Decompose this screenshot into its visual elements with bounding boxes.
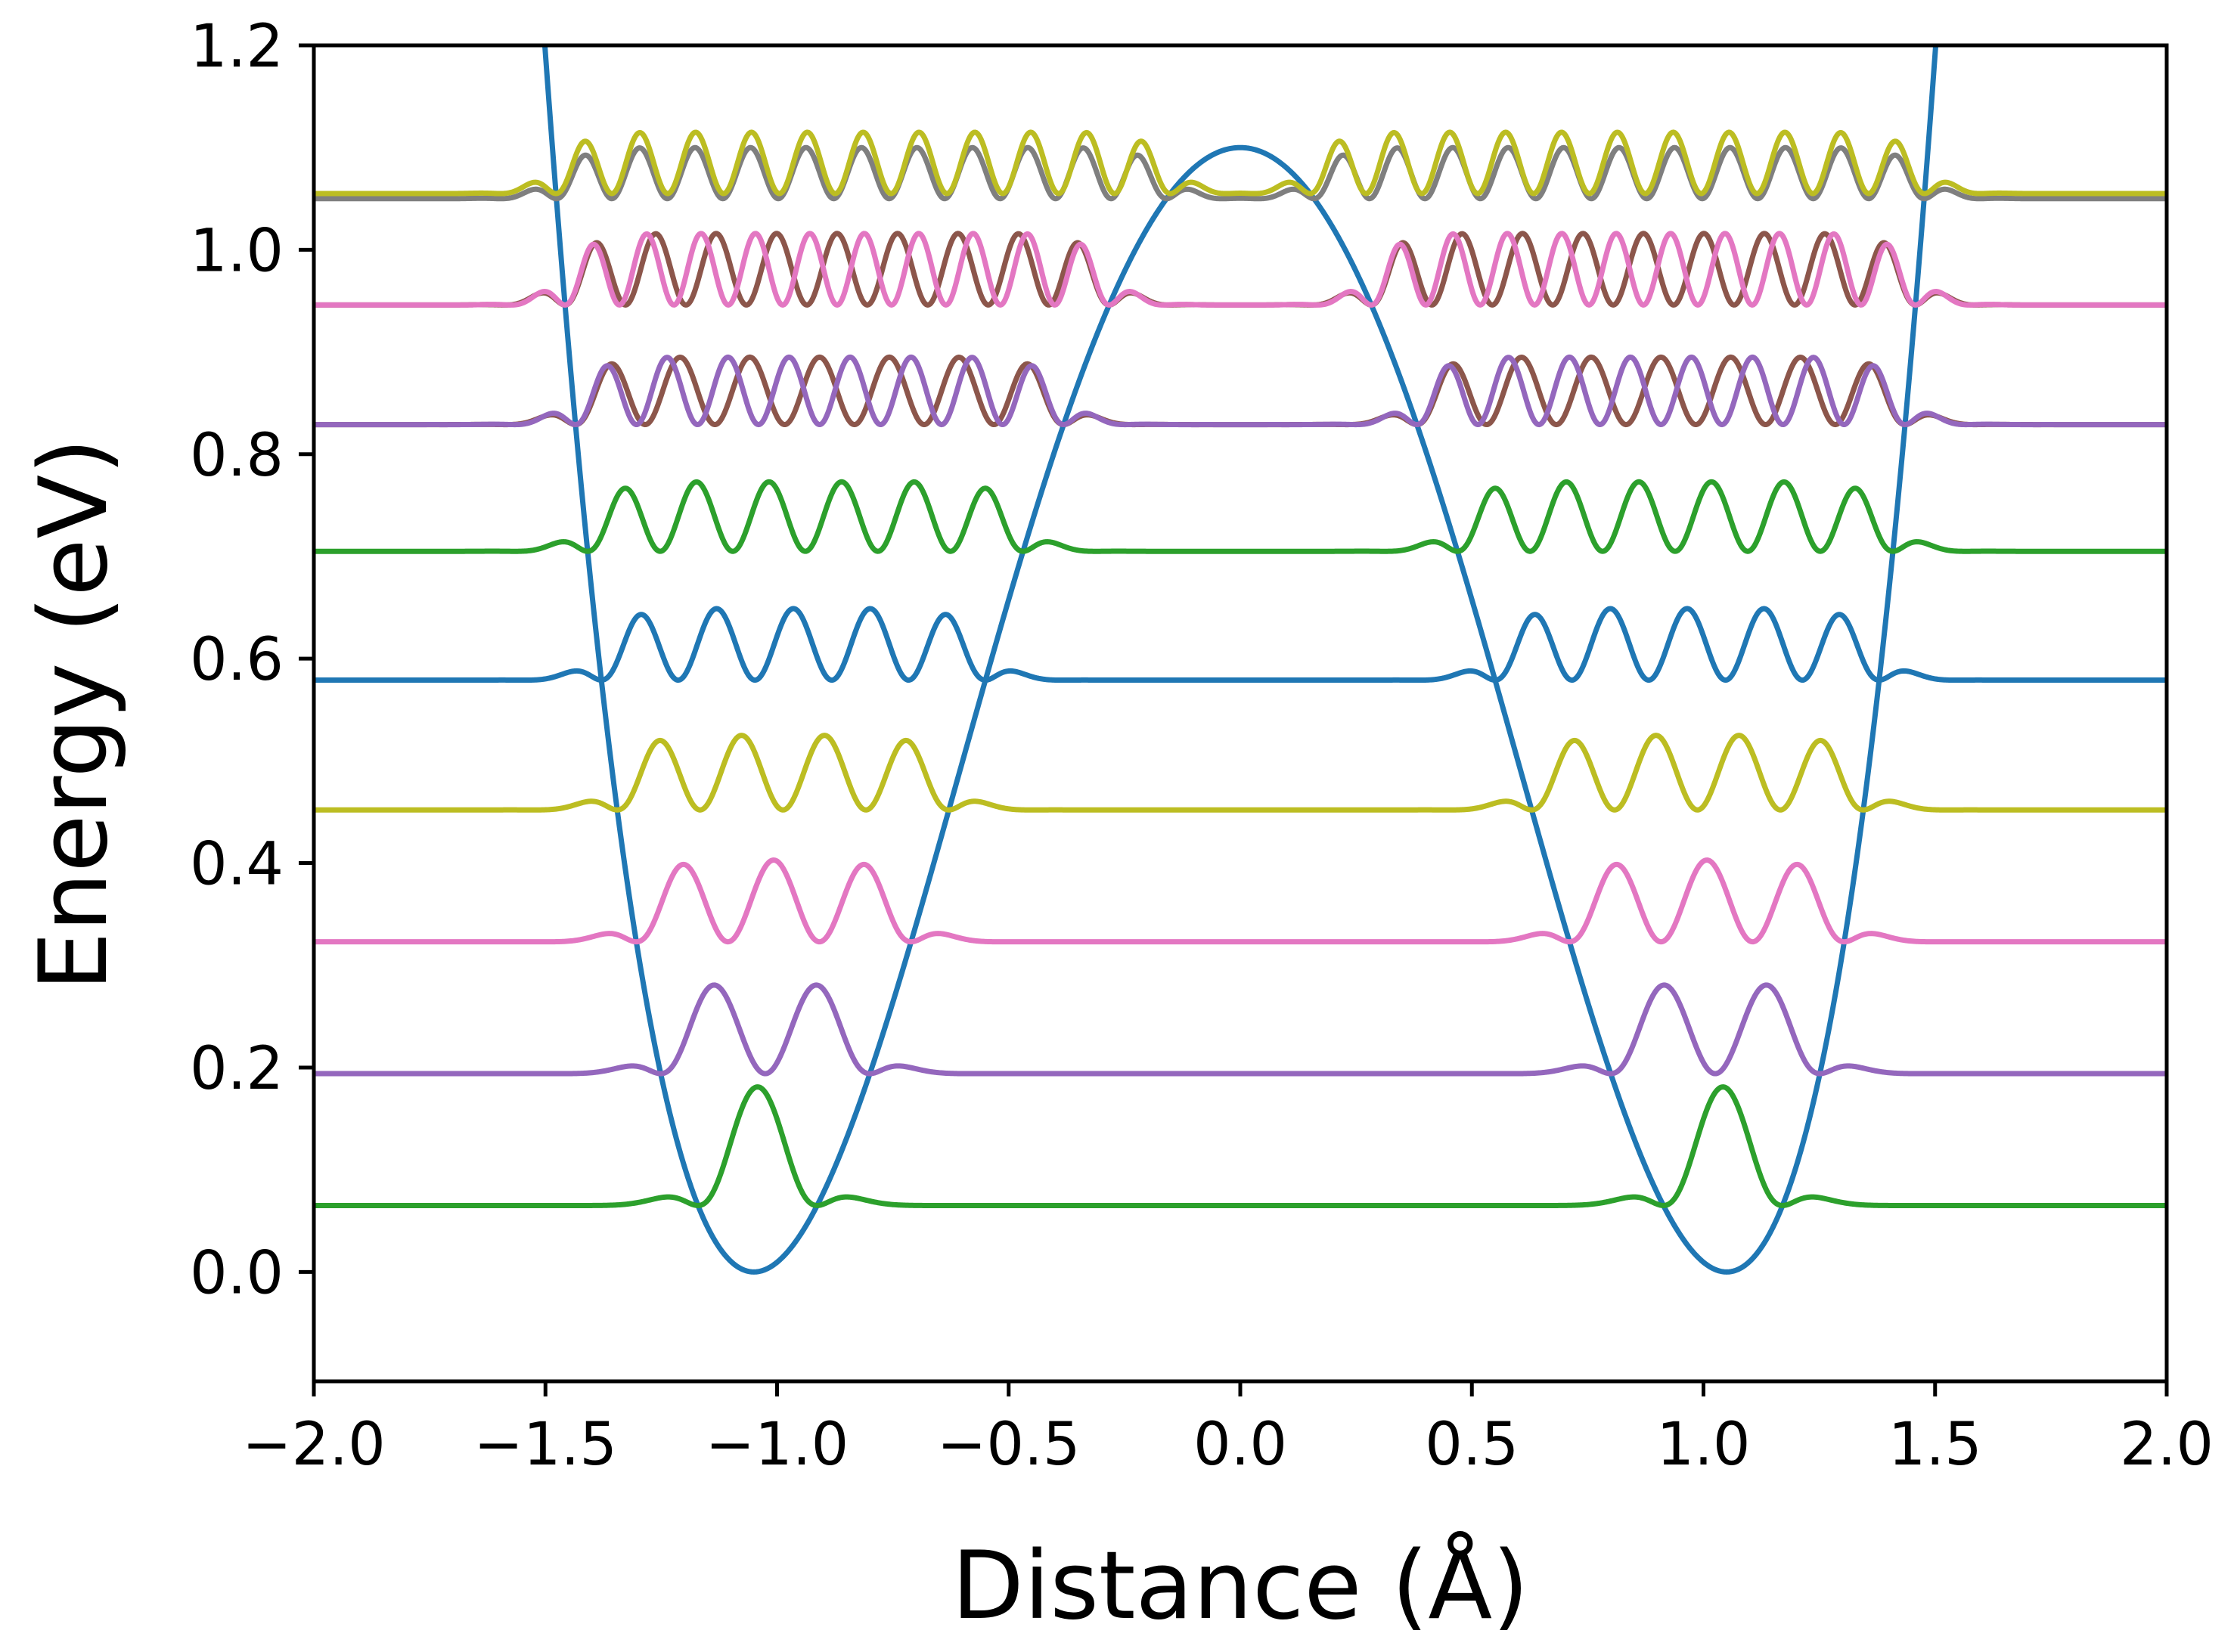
wavefunction-level-5: [314, 606, 2167, 683]
potential-curve: [541, 45, 1939, 1275]
wavefunction-level-7b: [314, 354, 2167, 428]
y-tick-label: 1.0: [190, 217, 284, 285]
x-tick-label: 2.0: [2120, 1411, 2214, 1479]
x-tick-label: 1.0: [1656, 1411, 1750, 1479]
wavefunction-level-3: [314, 857, 2167, 945]
y-axis-label: Energy (eV): [20, 438, 129, 990]
x-axis-label: Distance (Å): [951, 1530, 1528, 1641]
x-axis-ticks: −2.0 −1.5 −1.0 −0.5 0.0 0.5 1.0 1.5 2.0: [242, 1381, 2214, 1479]
wavefunction-level-9b: [314, 129, 2167, 197]
y-tick-label: 0.4: [190, 831, 284, 899]
y-tick-label: 0.0: [190, 1239, 284, 1307]
x-tick-label: −1.0: [706, 1411, 849, 1479]
y-tick-label: 0.6: [190, 626, 284, 694]
x-tick-label: −2.0: [242, 1411, 385, 1479]
x-tick-label: 0.0: [1193, 1411, 1287, 1479]
wavefunction-level-8b: [314, 231, 2167, 308]
x-tick-label: −1.5: [474, 1411, 617, 1479]
wavefunction-level-4: [314, 733, 2167, 813]
x-tick-label: −0.5: [937, 1411, 1080, 1479]
x-tick-label: 1.5: [1888, 1411, 1982, 1479]
wavefunction-level-2: [314, 982, 2167, 1077]
y-axis-ticks: 0.0 0.2 0.4 0.6 0.8 1.0 1.2: [190, 13, 314, 1307]
plot-curves: [314, 45, 2167, 1275]
y-tick-label: 0.2: [190, 1035, 284, 1103]
wavefunction-level-1: [314, 1084, 2167, 1208]
y-tick-label: 0.8: [190, 422, 284, 490]
wavefunction-level-6: [314, 479, 2167, 554]
x-tick-label: 0.5: [1425, 1411, 1519, 1479]
y-tick-label: 1.2: [190, 13, 284, 81]
